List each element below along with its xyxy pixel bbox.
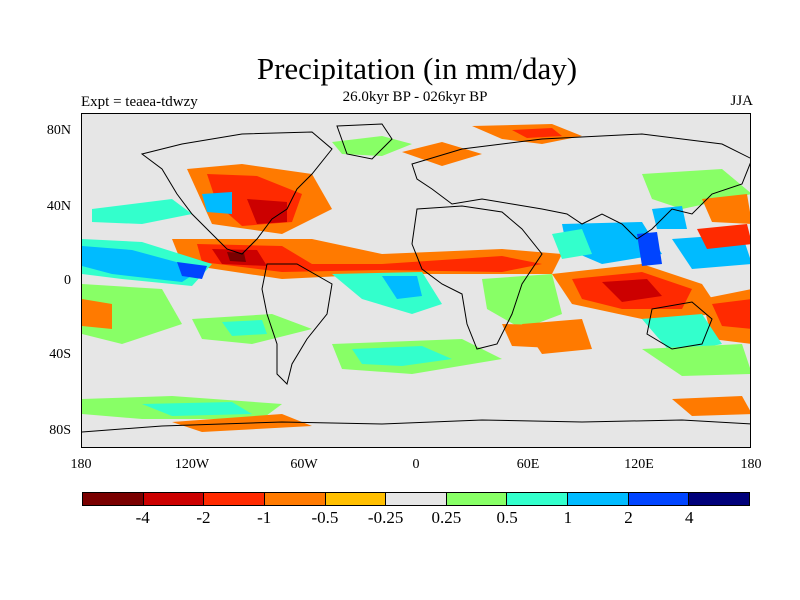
map-title: Precipitation (in mm/day) [256,51,578,86]
colorbar-swatch [507,493,569,505]
colorbar-swatch [83,493,144,505]
lat-label-0: 0 [64,273,71,288]
anomaly-patch [482,274,562,329]
anomaly-patch [502,324,582,349]
australia-coast [646,301,713,350]
colorbar-label: 4 [685,508,694,527]
anomaly-patch [82,246,202,282]
anomaly-patch [222,320,267,336]
colorbar-label: 0.25 [431,508,462,527]
anomaly-patch [642,344,750,376]
colorbar-label: -0.25 [367,508,404,527]
colorbar-label: -4 [135,508,150,527]
anomaly-patch [92,199,192,224]
anomaly-patch [512,128,562,138]
season-label: JJA [730,93,753,109]
greenland-coast [336,123,393,160]
anomaly-patch [702,194,750,224]
colorbar-label: -2 [196,508,211,527]
anomaly-fields [82,124,750,432]
colorbar [82,492,750,506]
colorbar-swatch [143,493,205,505]
anomaly-patch [602,279,662,302]
colorbar-swatch [446,493,508,505]
colorbar-label: -1 [257,508,272,527]
anomaly-patch [82,284,182,344]
experiment-label: Expt = teaea-tdwzy [81,94,198,110]
lat-label-40n: 40N [46,199,71,214]
anomaly-patch [712,299,750,329]
anomaly-patch [227,252,246,262]
map-canvas [82,123,750,433]
lat-label-40s: 40S [49,347,71,362]
south-america-coast [261,263,333,385]
north-america-coast [140,131,333,255]
lat-label-80n: 80N [46,123,71,138]
anomaly-patch [382,276,422,299]
lon-label-60e: 60E [516,457,540,472]
lon-label-180w: 180 [70,457,92,472]
lon-label-60w: 60W [290,457,318,472]
lon-label-120w: 120W [174,457,210,472]
lon-label-120e: 120E [624,457,654,472]
anomaly-patch [652,206,687,229]
precipitation-map [81,113,751,448]
europe-asia-coast [411,133,750,240]
colorbar-swatch [689,493,750,505]
anomaly-patch [352,346,452,366]
colorbar-label: 0.5 [496,508,518,527]
anomaly-patch [247,199,287,224]
colorbar-swatch [204,493,265,505]
colorbar-swatch [264,493,326,505]
coastlines [82,123,750,433]
anomaly-patch [142,402,252,416]
colorbar-swatch [386,493,447,505]
anomaly-patch [637,232,662,266]
anomaly-patch [177,262,207,279]
time-range-subtitle: 26.0kyr BP - 026kyr BP [342,89,488,105]
anomaly-patch [552,229,592,259]
colorbar-swatch [325,493,387,505]
lat-label-80s: 80S [49,423,71,438]
anomaly-patch [82,299,112,329]
anomaly-patch [402,142,482,166]
colorbar-label: 2 [624,508,633,527]
anomaly-patch [697,224,750,249]
lon-label-180e: 180 [740,457,762,472]
anomaly-patch [672,396,750,416]
colorbar-swatch [568,493,629,505]
africa-coast [411,205,543,350]
lon-label-0: 0 [412,457,420,472]
anomaly-patch [197,244,542,272]
colorbar-label: 1 [563,508,573,527]
colorbar-label: -0.5 [311,508,339,527]
anomaly-patch [332,136,412,156]
anomaly-patch [202,192,232,214]
colorbar-swatch [628,493,690,505]
antarctica-coast [82,419,750,433]
